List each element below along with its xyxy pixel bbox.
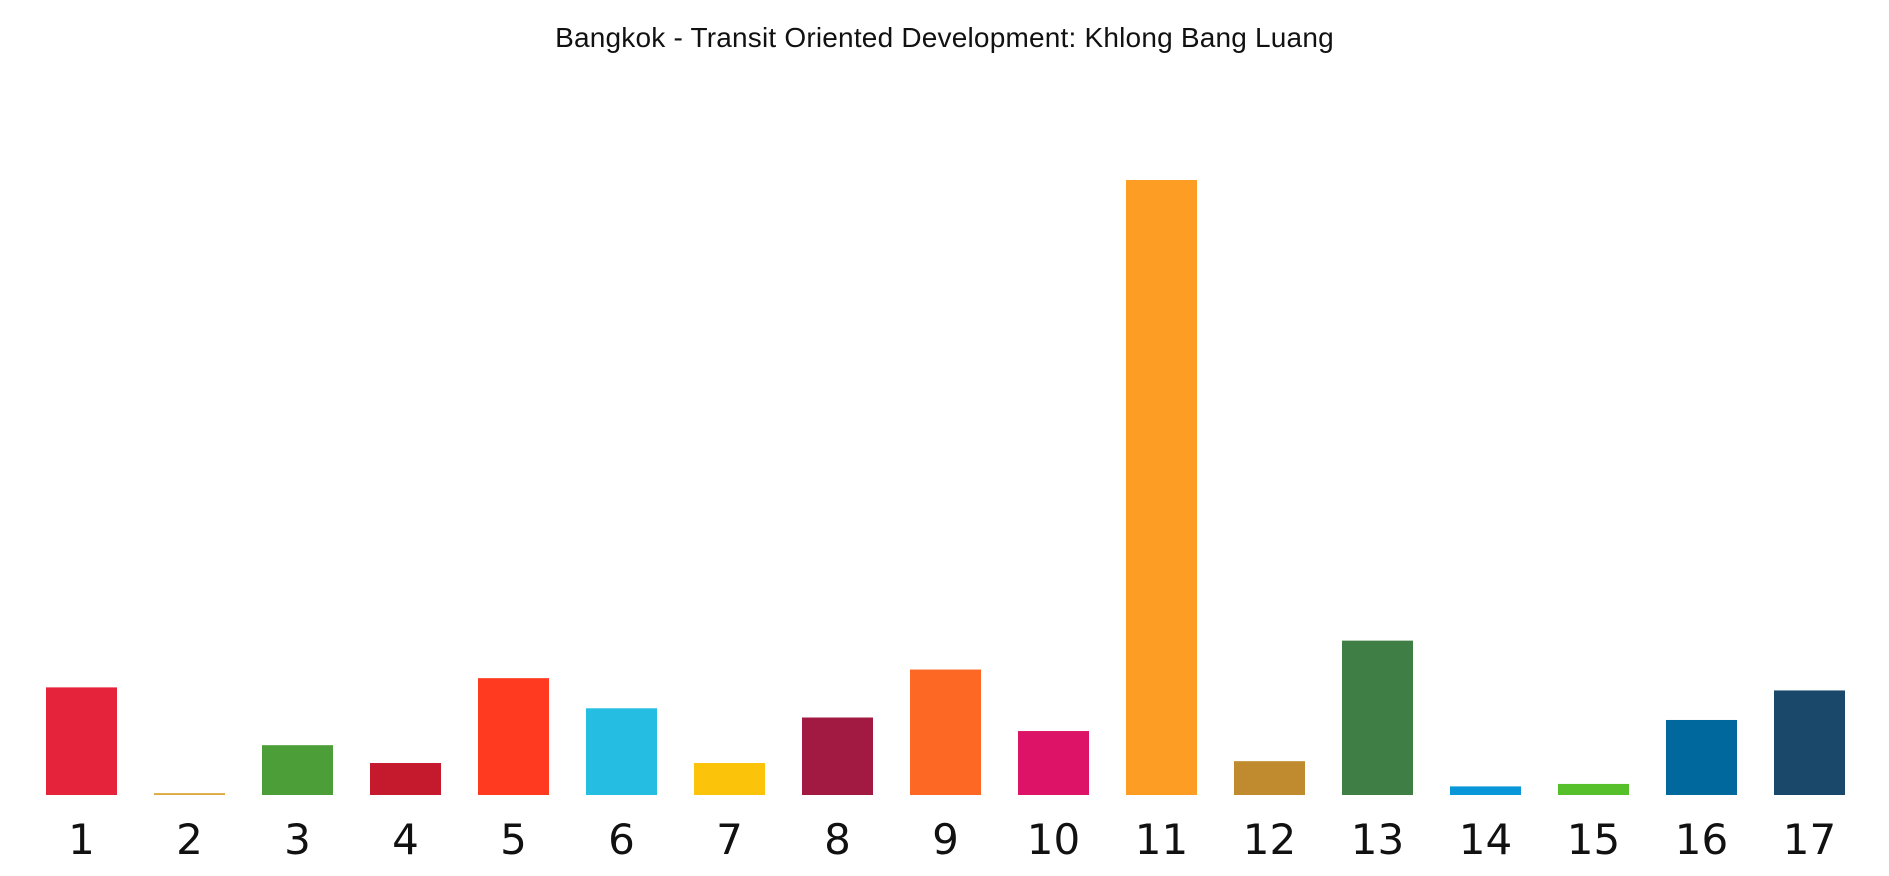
bar-6 xyxy=(586,708,657,795)
x-tick-labels: 1 2 3 4 5 6 7 8 9 10 11 12 13 14 15 16 17 xyxy=(68,815,1836,864)
bar-9 xyxy=(910,669,981,795)
bar-15 xyxy=(1558,783,1629,795)
x-tick-label-12: 12 xyxy=(1243,815,1296,864)
bar-10 xyxy=(1018,731,1089,795)
x-tick-label-3: 3 xyxy=(284,815,311,864)
x-tick-label-15: 15 xyxy=(1567,815,1620,864)
bar-16 xyxy=(1666,719,1737,795)
x-tick-label-2: 2 xyxy=(176,815,203,864)
x-tick-label-7: 7 xyxy=(716,815,743,864)
x-tick-label-9: 9 xyxy=(932,815,959,864)
bar-8 xyxy=(802,717,873,795)
x-tick-label-14: 14 xyxy=(1459,815,1512,864)
x-tick-label-5: 5 xyxy=(500,815,527,864)
bar-2 xyxy=(154,793,225,795)
bar-17 xyxy=(1774,690,1845,795)
bar-1 xyxy=(46,687,117,795)
bar-7 xyxy=(694,763,765,795)
x-tick-label-13: 13 xyxy=(1351,815,1404,864)
bar-5 xyxy=(478,678,549,795)
x-tick-label-16: 16 xyxy=(1675,815,1728,864)
x-tick-label-8: 8 xyxy=(824,815,851,864)
bar-11 xyxy=(1126,180,1197,795)
chart-title: Bangkok - Transit Oriented Development: … xyxy=(555,22,1334,53)
bar-4 xyxy=(370,763,441,795)
bar-12 xyxy=(1234,761,1305,795)
x-tick-label-6: 6 xyxy=(608,815,635,864)
bar-3 xyxy=(262,745,333,795)
x-tick-label-4: 4 xyxy=(392,815,419,864)
x-tick-label-17: 17 xyxy=(1783,815,1836,864)
x-tick-label-10: 10 xyxy=(1027,815,1080,864)
x-tick-label-1: 1 xyxy=(68,815,95,864)
bar-14 xyxy=(1450,786,1521,795)
bars-group xyxy=(46,180,1845,795)
bar-13 xyxy=(1342,640,1413,795)
x-tick-label-11: 11 xyxy=(1135,815,1188,864)
